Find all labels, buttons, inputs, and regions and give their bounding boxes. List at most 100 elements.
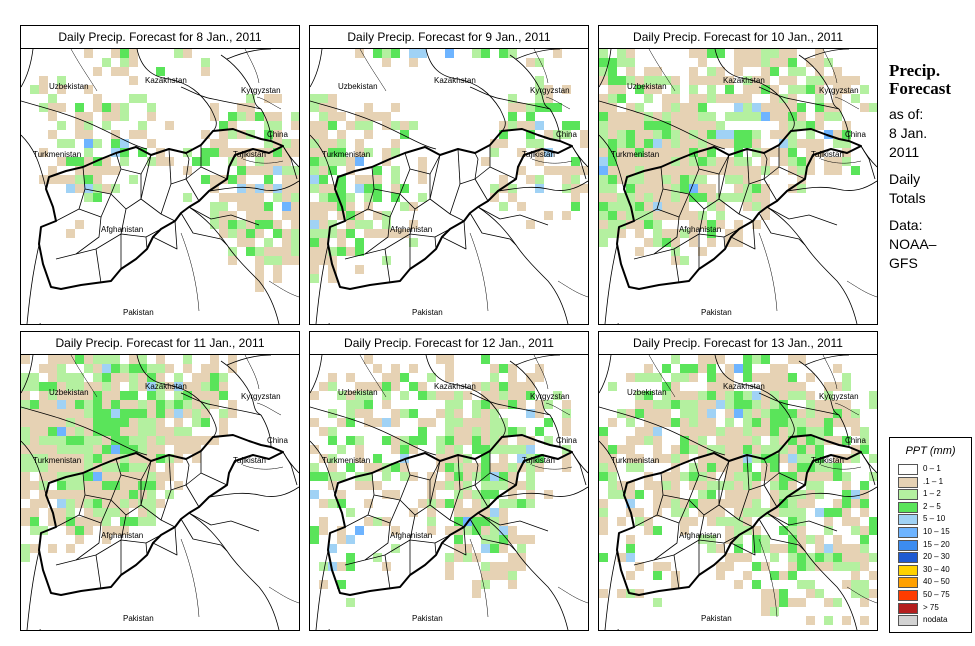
- precip-cell: [671, 382, 680, 391]
- precip-cell: [626, 139, 635, 148]
- precip-cell: [463, 472, 472, 481]
- province-border: [185, 458, 190, 486]
- precip-cell: [319, 220, 328, 229]
- country-label-kazakhstan: Kazakhstan: [434, 382, 476, 391]
- precip-cell: [842, 382, 851, 391]
- country-label-iran: Iran: [328, 628, 342, 630]
- precip-cell: [653, 112, 662, 121]
- precip-cell: [608, 58, 617, 67]
- precip-cell: [382, 472, 391, 481]
- precip-cell: [535, 454, 544, 463]
- precip-cell: [192, 157, 201, 166]
- precip-cell: [644, 481, 653, 490]
- precip-cell: [761, 58, 770, 67]
- country-label-kazakhstan: Kazakhstan: [723, 382, 765, 391]
- precip-cell: [120, 49, 129, 58]
- precip-cell: [599, 148, 608, 157]
- river-line: [648, 49, 676, 92]
- precip-cell: [102, 121, 111, 130]
- precip-cell: [264, 94, 273, 103]
- province-border: [55, 472, 86, 528]
- precip-cell: [319, 499, 328, 508]
- precip-cell: [39, 436, 48, 445]
- precip-cell: [93, 436, 102, 445]
- precip-cell: [815, 139, 824, 148]
- precip-cell: [66, 355, 75, 364]
- precip-cell: [228, 220, 237, 229]
- precip-cell: [770, 400, 779, 409]
- province-border: [95, 248, 102, 284]
- province-border: [180, 518, 228, 552]
- precip-cell: [264, 130, 273, 139]
- precip-cell: [66, 409, 75, 418]
- precip-cell: [617, 589, 626, 598]
- precip-cell: [120, 499, 129, 508]
- country-border: [315, 244, 329, 324]
- precip-cell: [409, 49, 418, 58]
- precip-cell: [806, 562, 815, 571]
- precip-cell: [752, 427, 761, 436]
- precip-cell: [237, 157, 246, 166]
- precip-cell: [183, 193, 192, 202]
- precip-cell: [273, 274, 282, 283]
- precip-cell: [707, 364, 716, 373]
- precip-cell: [364, 517, 373, 526]
- precip-cell: [788, 130, 797, 139]
- river-line: [469, 538, 489, 618]
- precip-cell: [851, 517, 860, 526]
- precip-cell: [508, 490, 517, 499]
- precip-cell: [788, 67, 797, 76]
- precip-cell: [102, 112, 111, 121]
- precip-cell: [806, 454, 815, 463]
- precip-cell: [608, 229, 617, 238]
- precip-cell: [310, 445, 319, 454]
- precip-cell: [246, 193, 255, 202]
- precip-cell: [815, 427, 824, 436]
- precip-cell: [635, 76, 644, 85]
- precip-cell: [860, 481, 869, 490]
- precip-cell: [264, 247, 273, 256]
- precip-cell: [165, 409, 174, 418]
- precip-cell: [680, 418, 689, 427]
- precip-cell: [319, 229, 328, 238]
- precip-cell: [364, 382, 373, 391]
- precip-cell: [689, 130, 698, 139]
- precip-cell: [635, 211, 644, 220]
- precip-cell: [707, 220, 716, 229]
- precip-cell: [355, 49, 364, 58]
- precip-cell: [644, 220, 653, 229]
- precip-cell: [147, 427, 156, 436]
- precip-cell: [382, 391, 391, 400]
- precip-cell: [364, 463, 373, 472]
- precip-cell: [644, 364, 653, 373]
- precip-cell: [833, 508, 842, 517]
- precip-cell: [842, 400, 851, 409]
- precip-cell: [454, 535, 463, 544]
- precip-cell: [346, 409, 355, 418]
- precip-map-13-jan: UzbekistanKazakhstanKyrgyzstanChinaTurkm…: [599, 355, 877, 630]
- precip-cell: [707, 544, 716, 553]
- precip-cell: [743, 175, 752, 184]
- precip-cell: [93, 400, 102, 409]
- precip-cell: [797, 490, 806, 499]
- precip-cell: [84, 355, 93, 364]
- precip-cell: [617, 490, 626, 499]
- precip-cell: [680, 166, 689, 175]
- precip-cell: [210, 139, 219, 148]
- legend-item: 40 – 50: [898, 577, 968, 589]
- river-line: [70, 355, 98, 398]
- precip-cell: [201, 373, 210, 382]
- precip-cell: [653, 418, 662, 427]
- precip-cell: [147, 409, 156, 418]
- precip-cell: [626, 409, 635, 418]
- precip-cell: [382, 220, 391, 229]
- precip-cell: [111, 481, 120, 490]
- precip-cell: [851, 454, 860, 463]
- precip-cell: [770, 409, 779, 418]
- province-border: [364, 522, 391, 561]
- precip-cell: [608, 481, 617, 490]
- precip-cell: [806, 148, 815, 157]
- precip-cell: [842, 373, 851, 382]
- precip-cell: [752, 166, 761, 175]
- precip-cell: [544, 85, 553, 94]
